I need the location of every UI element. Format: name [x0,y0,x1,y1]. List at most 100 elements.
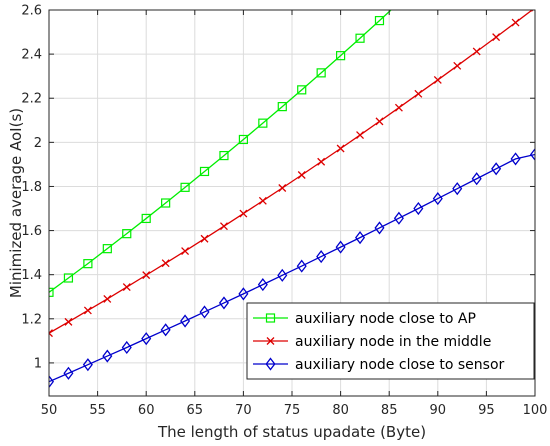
legend-label: auxiliary node close to AP [295,311,476,327]
series-1-point [297,85,307,95]
series-2-point [278,184,287,192]
series-3-point [102,349,113,363]
x-tick-label: 95 [478,403,495,418]
series-3-point [355,231,366,245]
series-3-point [238,287,249,301]
series-2-point [64,317,73,326]
ticks: 50 55 60 65 70 75 80 85 90 95 100 1 1.2 1.4 1.6 1.8 2 2.2… [21,4,547,419]
x-tick-label: 70 [235,403,252,418]
series-3-point [296,259,307,273]
x-tick-label: 55 [89,403,106,418]
y-tick-label: 2 [34,136,42,151]
series-1-point [49,287,54,297]
legend-entry-3: auxiliary node close to sensor [253,357,505,373]
series-3-point [49,375,55,389]
series-2-point [433,75,442,84]
series-2-point [453,61,462,70]
series-3-point [121,340,132,355]
x-tick-label: 65 [187,403,204,418]
series-1-point [277,102,287,112]
series-3-point [491,162,502,176]
legend-marker [266,337,275,345]
series-2-point [414,89,423,98]
y-tick-label: 2.4 [21,48,42,63]
y-tick-label: 1 [34,356,42,371]
x-tick-label: 80 [332,403,349,418]
series-2-point [336,144,345,153]
series-3-point [141,332,152,346]
legend-entries: auxiliary node close to AP auxiliary node… [253,311,505,373]
y-tick-label: 2.2 [21,92,42,107]
series-1-point [219,150,229,161]
series-layer [49,10,535,389]
x-tick-label: 85 [381,403,398,418]
legend-marker [265,357,276,371]
series-1 [49,10,392,297]
series-1-point [180,182,190,192]
series-2-point [356,131,364,140]
series-2-point [492,33,501,42]
series-2-point [220,222,228,231]
series-3-point [335,240,346,254]
legend-entry-1: auxiliary node close to AP [253,311,476,327]
series-3-point [374,221,385,235]
legend: auxiliary node close to AP auxiliary node… [246,302,535,380]
series-3-point [393,211,404,225]
legend-box [246,302,535,380]
x-tick-label: 50 [41,403,58,418]
series-3-point [160,323,171,337]
series-3-point [529,147,535,162]
series-2-point [258,196,267,205]
series-1-point [199,166,210,177]
series-2-point [511,18,520,27]
series-2-point [317,157,326,166]
series-3-point [180,314,191,328]
series-1-point [102,244,112,254]
series-2-point [239,209,248,218]
series-2-point [83,306,92,315]
series-1-point [238,134,248,145]
y-tick-label: 1.8 [21,180,42,195]
y-axis-label: Minimized average AoI(s) [7,108,25,298]
x-tick-label: 60 [138,403,155,418]
series-1-point [141,213,151,224]
legend-entry-2: auxiliary node in the middle [253,334,491,350]
series-2-point [375,117,384,126]
series-2-point [142,271,151,280]
series-3-point [432,192,443,206]
plot-area: 50 55 60 65 70 75 80 85 90 95 100 1 1.2 1.4 1.6 1.8 2 2.2… [21,4,547,419]
x-tick-label: 75 [284,403,301,418]
series-2-point [472,47,481,56]
series-1-point [63,273,74,283]
series-1-point [336,51,346,61]
x-axis-label: The length of status upadate (Byte) [157,423,426,441]
series-1-point [122,229,132,239]
series-3 [49,147,535,389]
series-1-point [374,15,385,26]
series-1-point [161,198,171,208]
series-2 [49,10,534,338]
series-2-point [200,234,209,243]
series-2-point [297,171,306,179]
series-3-point [277,268,288,282]
series-1-point [83,259,93,269]
series-2-point [103,294,112,303]
series-3-point [82,358,93,372]
series-2-point [122,283,131,291]
series-3-point [413,201,424,216]
series-1-line [49,10,392,293]
x-tick-label: 90 [430,403,447,418]
y-tick-label: 1.4 [21,268,42,283]
series-3-point [218,296,229,310]
legend-marker [265,313,276,323]
series-3-point [471,172,482,186]
y-tick-label: 1.2 [21,312,42,327]
y-tick-label: 1.6 [21,224,42,239]
legend-label: auxiliary node close to sensor [295,357,505,373]
series-3-point [257,278,268,292]
series-3-point [452,182,463,196]
series-2-point [161,259,170,268]
series-2-point [49,329,53,338]
y-tick-label: 2.6 [21,4,42,19]
